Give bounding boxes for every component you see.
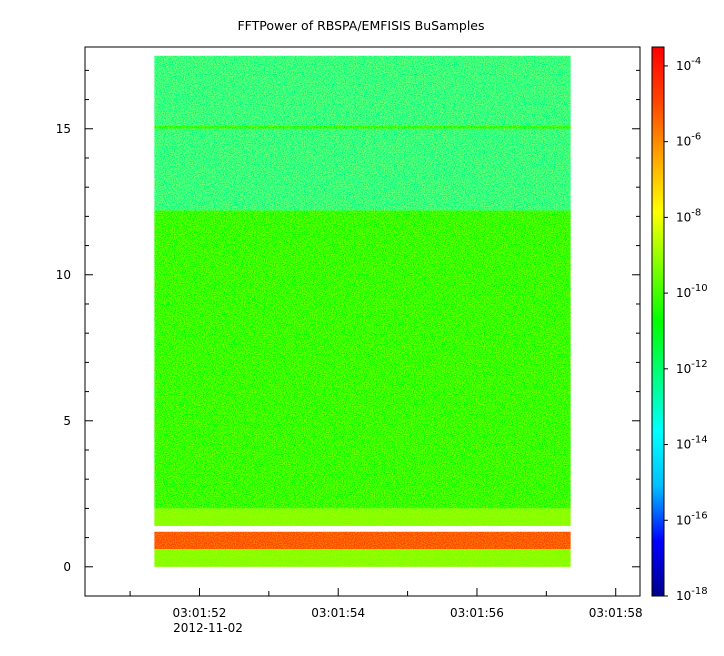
chart-title: FFTPower of RBSPA/EMFISIS BuSamples [237,18,484,33]
y-tick-label: 15 [56,122,71,136]
colorbar-tick-label: 10-4 [676,56,701,73]
colorbar-tick-label: 10-8 [676,207,701,224]
spectrogram-band-4 [154,549,571,567]
colorbar-tick-label: 10-16 [676,510,708,527]
spectrogram-image [154,55,571,567]
spectrogram-line-0 [154,126,571,129]
y-tick-label: 5 [63,414,71,428]
x-tick-label: 03:01:56 [450,606,504,620]
x-tick-label: 03:01:52 [173,606,227,620]
spectrogram-band-2 [154,508,571,526]
colorbar-tick-label: 10-14 [676,435,708,452]
y-tick-label: 0 [63,560,71,574]
x-axis: 03:01:52 03:01:54 03:01:56 03:01:58 [129,588,643,620]
colorbar-tick-label: 10-6 [676,132,701,149]
x-date-label: 2012-11-02 [173,621,243,635]
spectrogram-band-3 [154,531,571,550]
colorbar-ticks: 10-4 10-6 10-8 10-10 10-12 10-14 10-16 10-18 [664,56,708,603]
colorbar-tick-label: 10-12 [676,359,708,376]
colorbar-tick-label: 10-18 [676,586,708,603]
colorbar-tick-label: 10-10 [676,283,708,300]
x-tick-label: 03:01:54 [311,606,365,620]
spectrogram-band-1 [154,210,571,509]
x-tick-label: 03:01:58 [589,606,643,620]
y-tick-label: 10 [56,268,71,282]
colorbar [651,46,665,597]
y-axis: 0 5 10 15 [56,69,640,574]
spectrogram-band-0 [154,55,571,211]
